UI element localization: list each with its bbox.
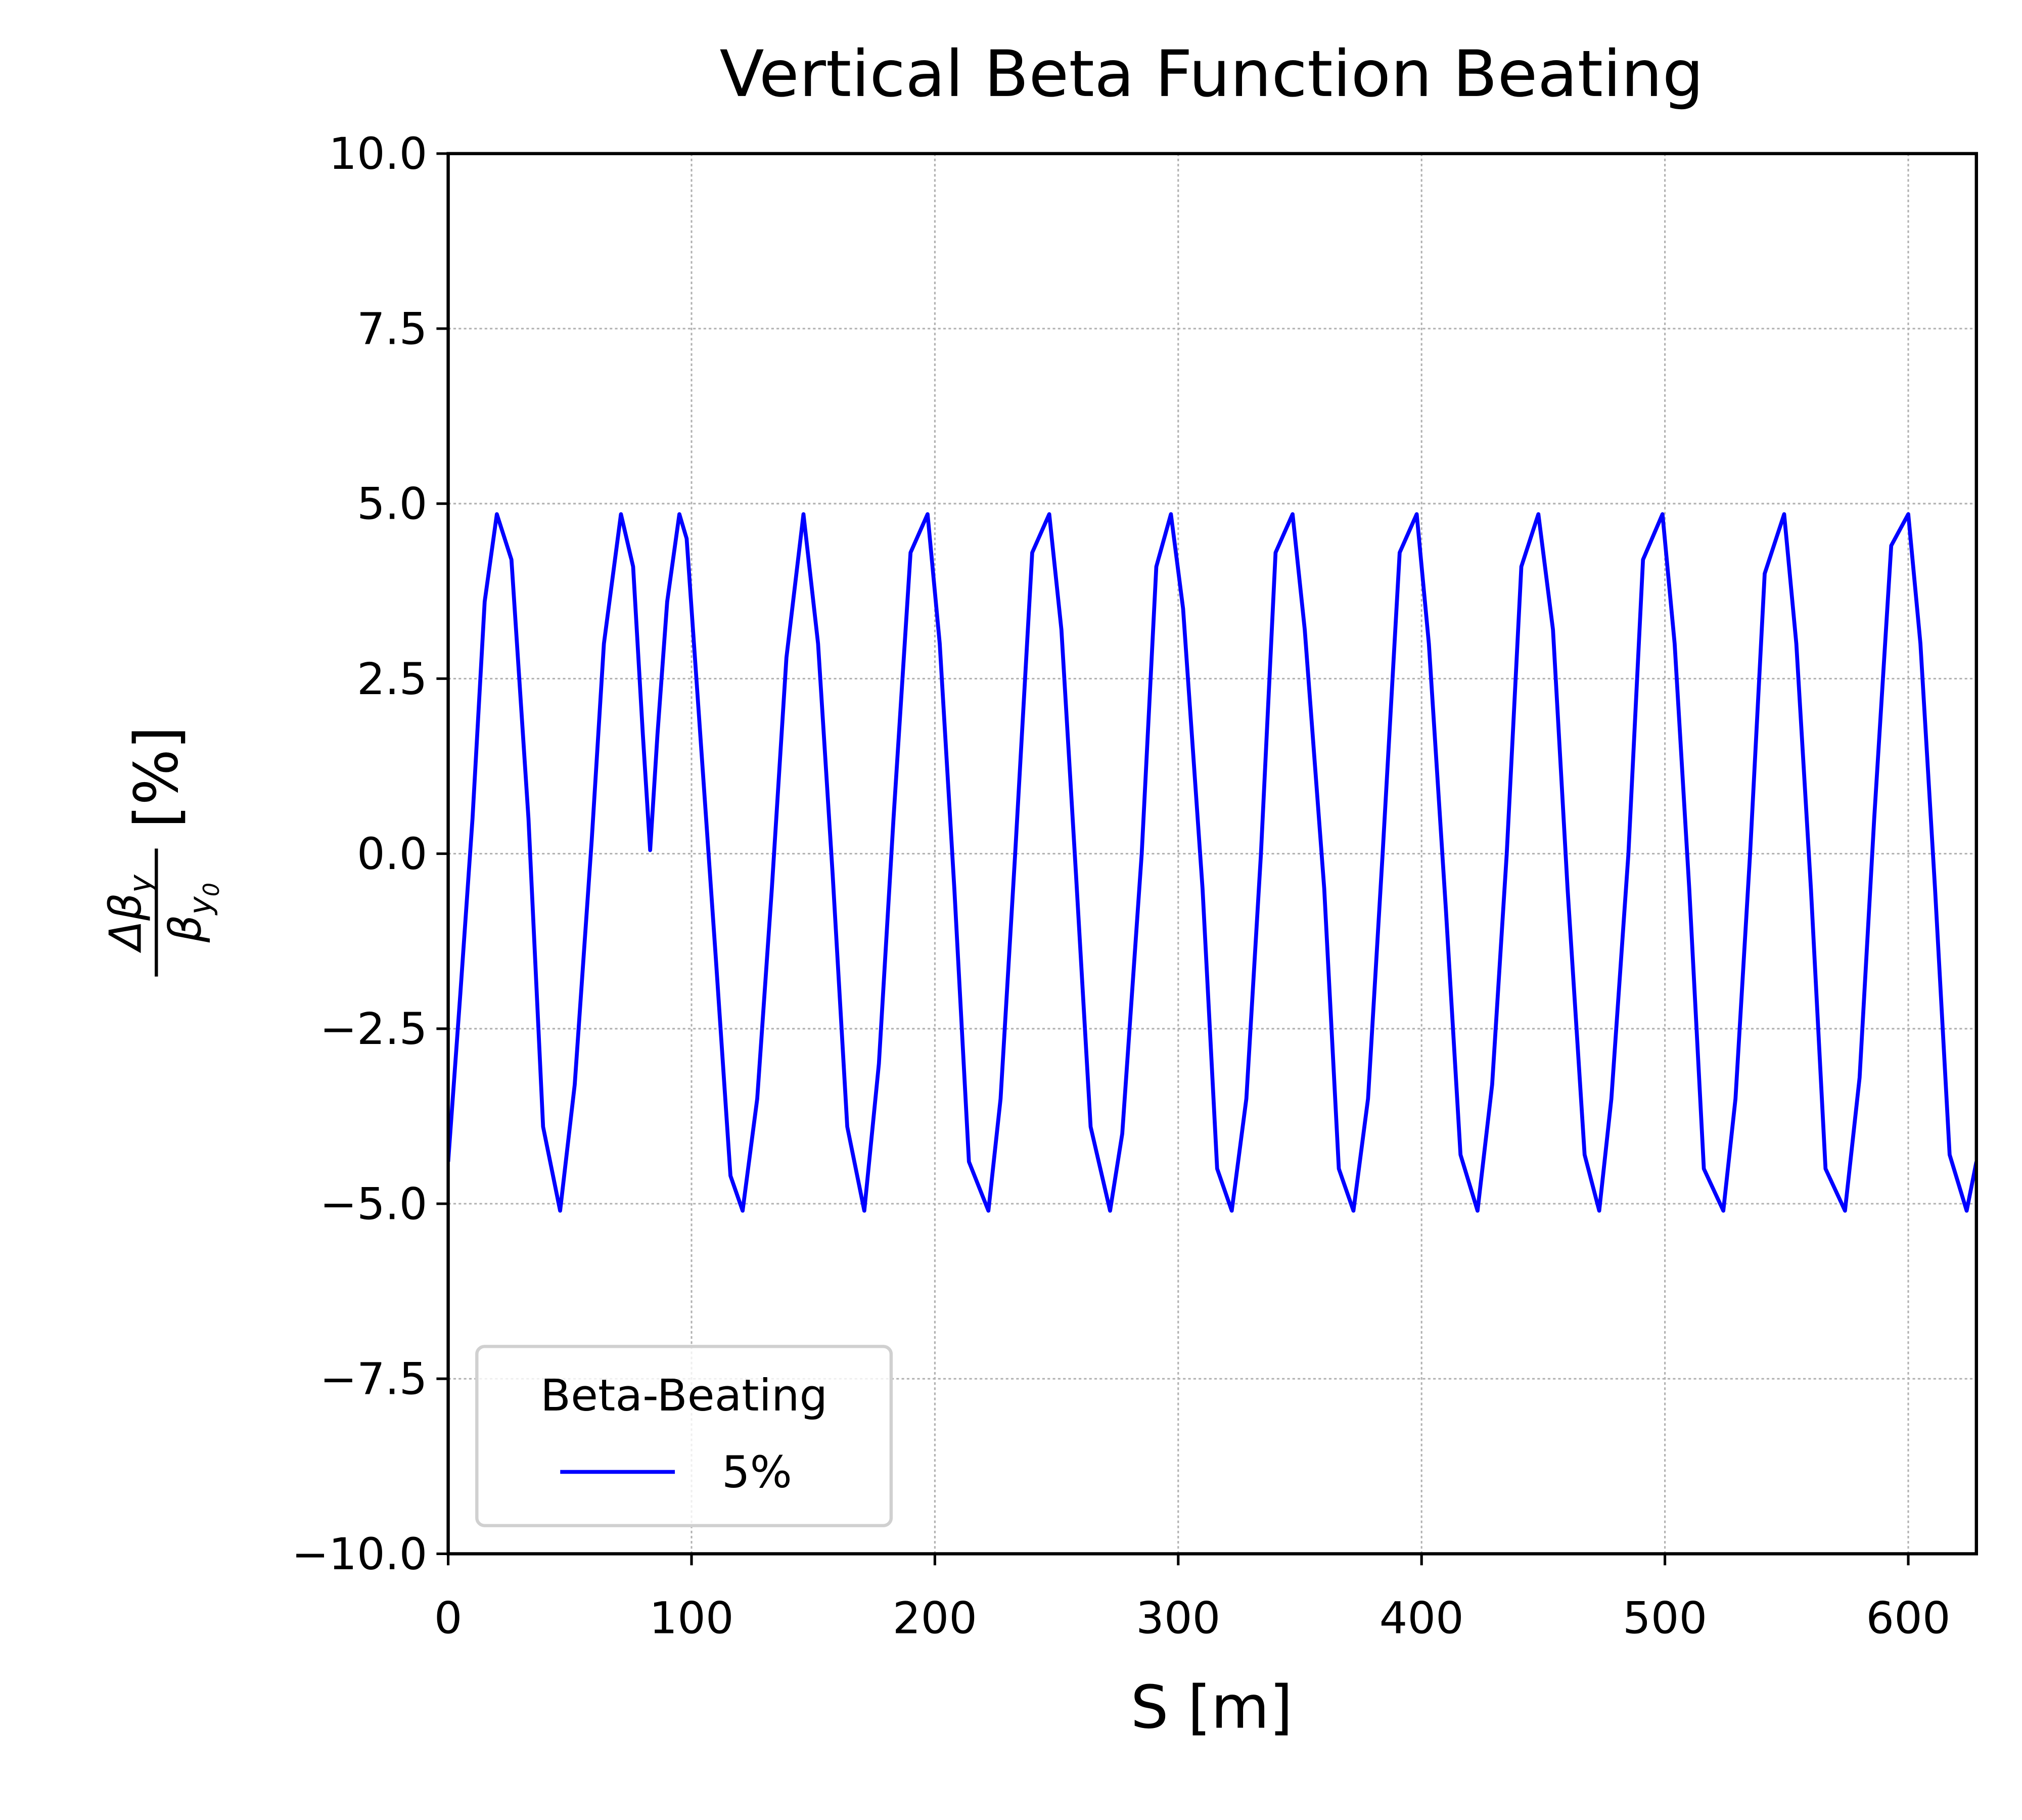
x-axis-label: S [m] xyxy=(1130,1673,1293,1742)
x-tick-label: 400 xyxy=(1380,1593,1464,1644)
data-line xyxy=(448,512,1977,1213)
x-tick-label: 0 xyxy=(434,1593,463,1644)
x-tick-label: 300 xyxy=(1136,1593,1220,1644)
chart-title: Vertical Beta Function Beating xyxy=(719,37,1704,112)
y-label-text: Δβ xyxy=(100,893,152,953)
y-tick-label: −10.0 xyxy=(292,1529,428,1580)
y-tick-label: 7.5 xyxy=(357,304,427,354)
x-tick-label: 100 xyxy=(649,1593,733,1644)
x-tick-label: 500 xyxy=(1623,1593,1707,1644)
y-tick-label: 5.0 xyxy=(357,479,427,529)
legend-title: Beta-Beating xyxy=(540,1371,828,1421)
y-tick-label: 2.5 xyxy=(357,654,427,705)
y-label-text: β xyxy=(160,915,211,943)
y-label-unit: [%] xyxy=(122,726,192,828)
y-tick-label: −5.0 xyxy=(320,1179,428,1230)
y-tick-label: 10.0 xyxy=(329,129,427,179)
legend-box xyxy=(475,1345,893,1527)
y-label-sub: y xyxy=(122,874,159,894)
y-tick-label: 0.0 xyxy=(357,829,427,880)
y-tick-label: −2.5 xyxy=(320,1004,428,1055)
y-label-numerator: Δβy xyxy=(100,874,159,953)
y-label-subsub: 0 xyxy=(199,883,224,896)
y-label-denominator: βy0 xyxy=(160,883,224,943)
y-label-sub: y xyxy=(182,896,219,916)
legend-label: 5% xyxy=(722,1447,792,1497)
x-tick-label: 600 xyxy=(1866,1593,1950,1644)
x-tick-label: 200 xyxy=(893,1593,977,1644)
plot-frame xyxy=(446,152,1979,1556)
y-tick-label: −7.5 xyxy=(320,1354,428,1404)
